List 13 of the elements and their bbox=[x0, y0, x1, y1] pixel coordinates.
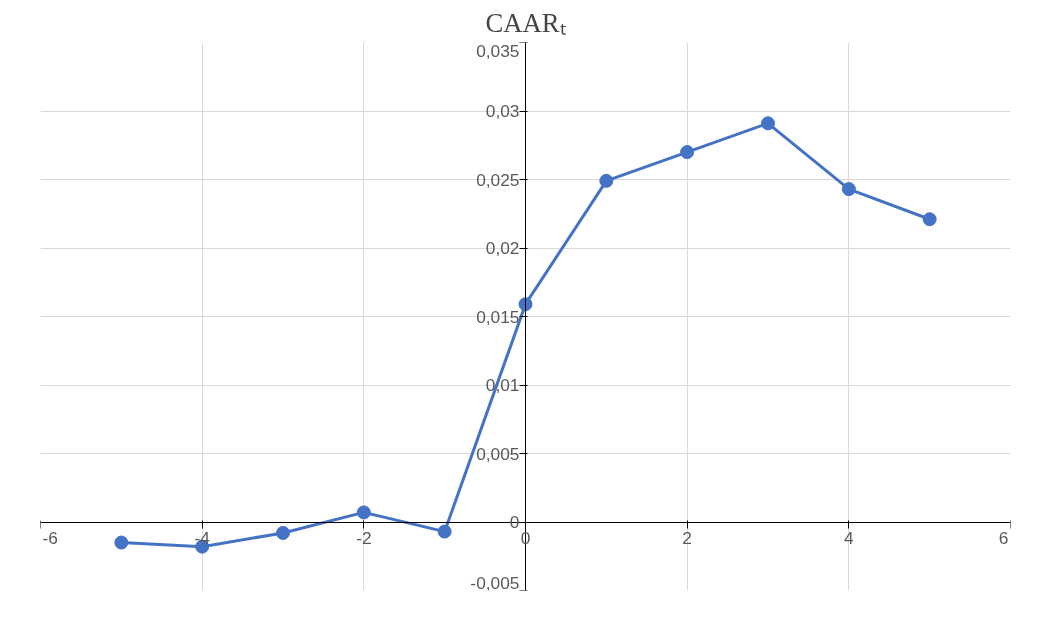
y-tick-label: 0,03 bbox=[485, 101, 520, 121]
y-tick-label: 0,005 bbox=[476, 443, 520, 464]
y-tick-label: 0,02 bbox=[485, 238, 520, 258]
y-tick-label: -0,005 bbox=[470, 572, 520, 593]
x-tick-label: 6 bbox=[998, 528, 1009, 548]
x-tick-label: -2 bbox=[356, 528, 372, 548]
y-tick-label: 0,025 bbox=[476, 169, 520, 190]
x-tick-label: 2 bbox=[682, 528, 692, 548]
y-tick-label: 0,015 bbox=[476, 306, 520, 327]
x-tick-label: 4 bbox=[844, 528, 855, 548]
y-tick-label: 0,035 bbox=[476, 40, 520, 61]
chart-title: CAARₜ bbox=[485, 7, 566, 38]
x-tick-label: -6 bbox=[42, 528, 58, 548]
